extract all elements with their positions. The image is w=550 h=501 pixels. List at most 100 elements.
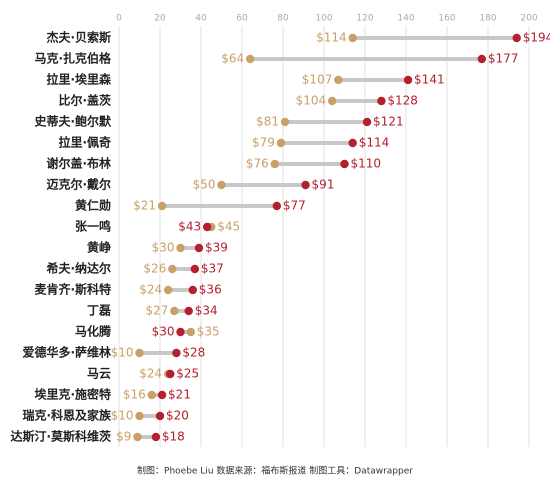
value-label: $24 — [139, 367, 162, 381]
category-label: 马化腾 — [75, 324, 112, 339]
category-label: 麦肯齐·斯科特 — [34, 282, 111, 297]
dot — [184, 306, 193, 316]
value-label: $50 — [193, 178, 216, 192]
x-tick-label: 200 — [520, 14, 537, 24]
category-label: 黄峥 — [87, 240, 111, 255]
category-label: 拉里·埃里森 — [46, 72, 112, 87]
dot — [133, 432, 142, 442]
dot — [151, 432, 161, 442]
value-label: $10 — [111, 346, 134, 360]
category-label: 马克·扎克伯格 — [34, 51, 112, 66]
value-label: $194 — [523, 31, 550, 45]
value-label: $36 — [199, 283, 222, 297]
value-label: $30 — [152, 241, 175, 255]
dot — [147, 390, 156, 400]
x-tick-label: 20 — [154, 14, 166, 24]
value-label: $26 — [143, 262, 166, 276]
value-label: $9 — [116, 430, 131, 444]
dot — [176, 243, 185, 253]
value-label: $16 — [123, 388, 146, 402]
value-label: $141 — [414, 73, 445, 87]
dot — [377, 96, 386, 106]
value-label: $20 — [166, 409, 189, 423]
value-label: $30 — [152, 325, 175, 339]
value-label: $35 — [197, 325, 220, 339]
dot — [135, 411, 144, 421]
dot — [403, 75, 413, 85]
value-label: $25 — [176, 367, 199, 381]
value-label: $43 — [178, 220, 201, 234]
dot — [217, 180, 226, 190]
category-label: 达斯汀·莫斯科维茨 — [10, 429, 111, 444]
value-label: $10 — [111, 409, 134, 423]
value-label: $114 — [359, 136, 390, 150]
dot — [157, 390, 167, 400]
value-label: $81 — [256, 115, 279, 129]
value-label: $24 — [139, 283, 162, 297]
x-tick-label: 120 — [356, 14, 373, 24]
category-label: 比尔·盖茨 — [58, 93, 111, 108]
category-label: 黄仁勋 — [75, 198, 111, 213]
value-label: $91 — [312, 178, 335, 192]
dot — [190, 264, 200, 274]
dot — [276, 138, 286, 148]
dot — [194, 243, 204, 253]
dot — [272, 201, 282, 211]
value-label: $79 — [252, 136, 275, 150]
category-label: 杰夫·贝索斯 — [46, 30, 111, 45]
dot — [186, 327, 195, 337]
dot — [334, 75, 343, 85]
category-label: 希夫·纳达尔 — [45, 261, 111, 276]
dot — [270, 159, 279, 169]
source: 制图：Phoebe Liu 数据来源：福布斯报道 制图工具：Datawrappe… — [137, 465, 413, 477]
category-label: 丁磊 — [87, 304, 111, 318]
category-label: 谢尔盖·布林 — [46, 156, 111, 171]
value-label: $76 — [246, 157, 269, 171]
category-label: 瑞克·科恩及家族 — [22, 408, 112, 423]
value-label: $64 — [221, 52, 244, 66]
category-label: 爱德华多·萨维林 — [22, 345, 111, 360]
value-label: $114 — [316, 31, 347, 45]
value-label: $77 — [283, 199, 306, 213]
x-tick-label: 40 — [195, 14, 207, 24]
category-label: 张一鸣 — [75, 219, 111, 234]
dot — [166, 369, 175, 379]
dot — [202, 222, 212, 232]
value-label: $39 — [205, 241, 228, 255]
dot — [188, 285, 197, 295]
dot — [280, 117, 290, 127]
x-tick-label: 180 — [479, 14, 496, 24]
dot — [328, 96, 337, 106]
category-label: 埃里克·施密特 — [34, 387, 111, 402]
dot — [170, 306, 179, 316]
dot — [477, 54, 487, 64]
value-label: $45 — [217, 220, 240, 234]
value-label: $27 — [145, 304, 168, 318]
x-tick-label: 60 — [236, 14, 248, 24]
dot — [362, 117, 372, 127]
value-label: $121 — [373, 115, 404, 129]
dot — [512, 33, 521, 43]
dot — [172, 348, 181, 358]
category-label: 迈克尔·戴尔 — [46, 177, 111, 192]
x-tick-label: 140 — [397, 14, 414, 24]
x-tick-label: 80 — [277, 14, 289, 24]
dot — [348, 138, 357, 148]
value-label: $107 — [302, 73, 333, 87]
category-label: 史蒂夫·鲍尔默 — [34, 114, 112, 129]
value-label: $37 — [201, 262, 224, 276]
value-label: $28 — [182, 346, 205, 360]
value-label: $128 — [387, 94, 418, 108]
value-label: $18 — [162, 430, 185, 444]
category-label: 拉里·佩奇 — [58, 135, 111, 150]
x-tick-label: 100 — [315, 14, 332, 24]
dot — [301, 180, 310, 190]
value-label: $34 — [195, 304, 218, 318]
dot — [168, 264, 177, 274]
dot — [155, 411, 165, 421]
dot — [246, 54, 255, 64]
dot — [164, 285, 173, 295]
dot — [157, 201, 167, 211]
dot — [340, 159, 349, 169]
